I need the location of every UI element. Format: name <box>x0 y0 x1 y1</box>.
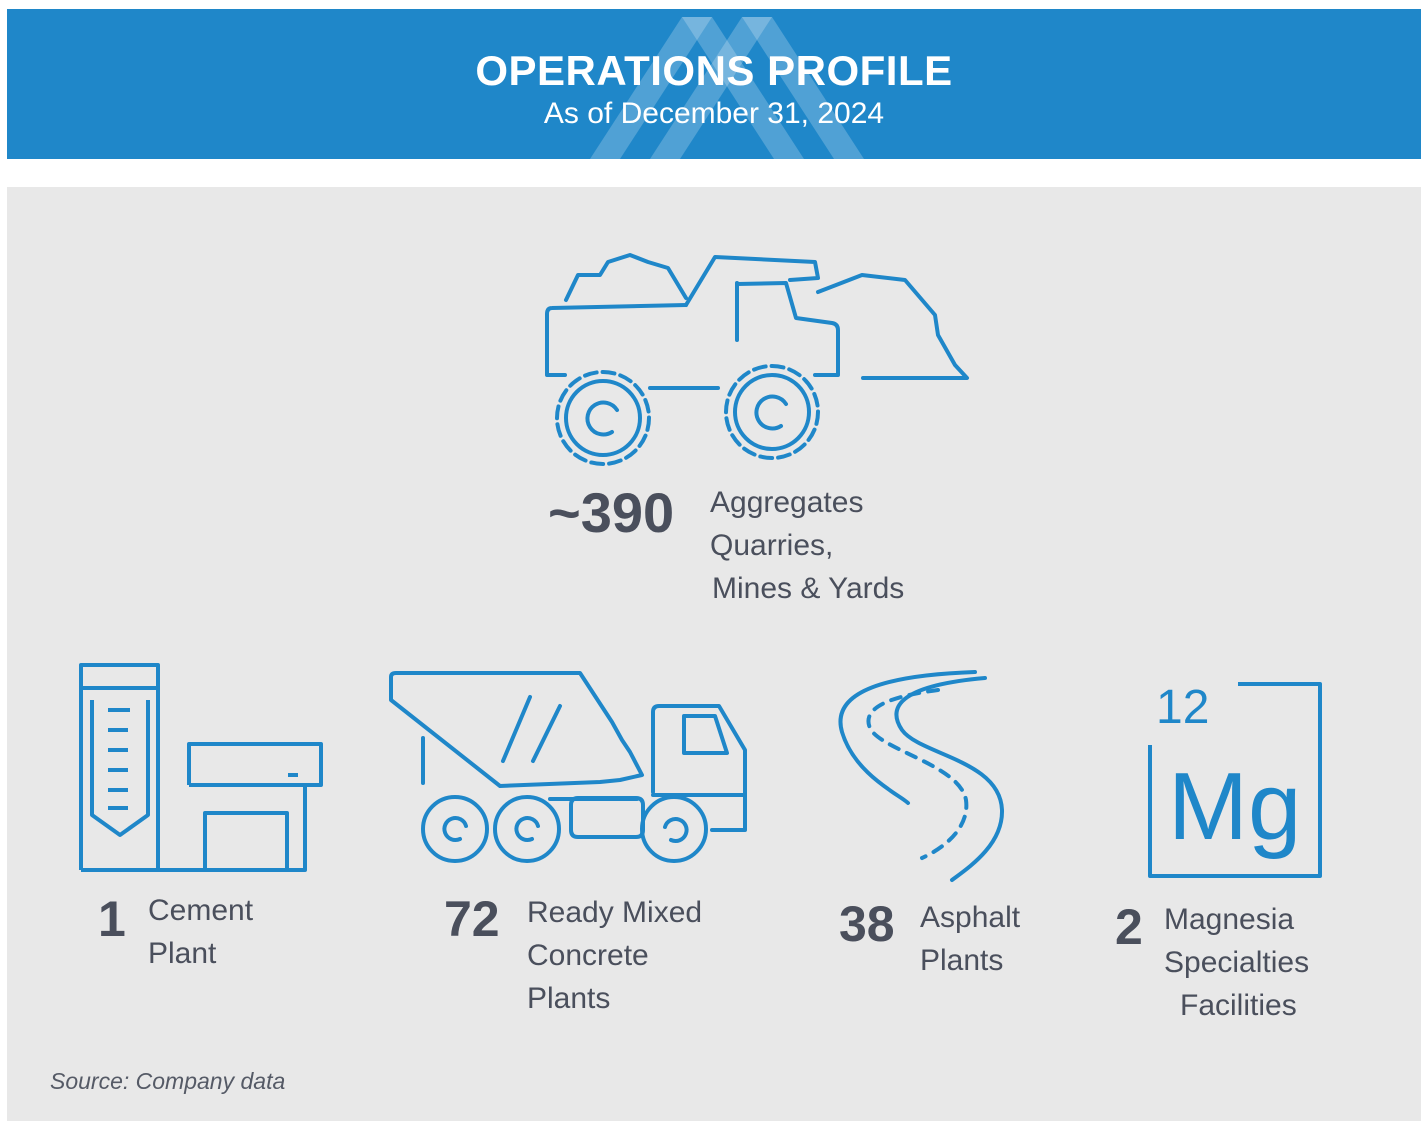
asphalt-label-line-1: Asphalt <box>920 901 1021 934</box>
cement-label: Cement Plant <box>148 889 253 975</box>
magnesia-count: 2 <box>1115 899 1143 955</box>
ready-mixed-count: 72 <box>444 891 500 947</box>
logo-watermark-icon <box>590 17 864 159</box>
cement-label-line-2: Plant <box>148 937 217 970</box>
magnesium-element-icon <box>1148 682 1322 878</box>
cement-label-line-1: Cement <box>148 894 254 927</box>
cement-count: 1 <box>98 891 126 947</box>
aggregates-label-line-3: Mines & Yards <box>712 572 905 605</box>
source-note: Source: Company data <box>50 1068 286 1094</box>
ready-mixed-label-line-3: Plants <box>527 982 611 1015</box>
road-icon <box>838 670 1005 882</box>
haul-truck-icon <box>545 253 969 466</box>
page-title: OPERATIONS PROFILE <box>475 47 953 94</box>
magnesia-label-line-1: Magnesia <box>1164 903 1295 936</box>
asphalt-label-line-2: Plants <box>920 944 1004 977</box>
magnesia-label-line-3: Facilities <box>1180 989 1297 1022</box>
element-symbol: Mg <box>1168 753 1302 860</box>
aggregates-label-line-2: Quarries, <box>710 529 834 562</box>
magnesia-label-line-2: Specialties <box>1164 946 1310 979</box>
asphalt-label: Asphalt Plants <box>920 896 1020 982</box>
atomic-number: 12 <box>1156 681 1210 734</box>
magnesia-label: Magnesia Specialties Facilities <box>1164 898 1309 1027</box>
ready-mixed-label: Ready Mixed Concrete Plants <box>527 891 702 1020</box>
asphalt-count: 38 <box>839 896 895 952</box>
aggregates-count: ~390 <box>548 481 675 544</box>
ready-mixed-label-line-2: Concrete <box>527 939 649 972</box>
aggregates-label-line-1: Aggregates <box>710 486 864 519</box>
mixer-truck-icon <box>389 671 747 863</box>
stats-panel <box>7 187 1421 1121</box>
page-subtitle: As of December 31, 2024 <box>543 97 885 130</box>
cement-plant-icon <box>79 663 323 872</box>
ready-mixed-label-line-1: Ready Mixed <box>527 896 703 929</box>
header-banner: OPERATIONS PROFILE As of December 31, 20… <box>7 9 1421 159</box>
aggregates-label: Aggregates Quarries, Mines & Yards <box>710 481 904 610</box>
